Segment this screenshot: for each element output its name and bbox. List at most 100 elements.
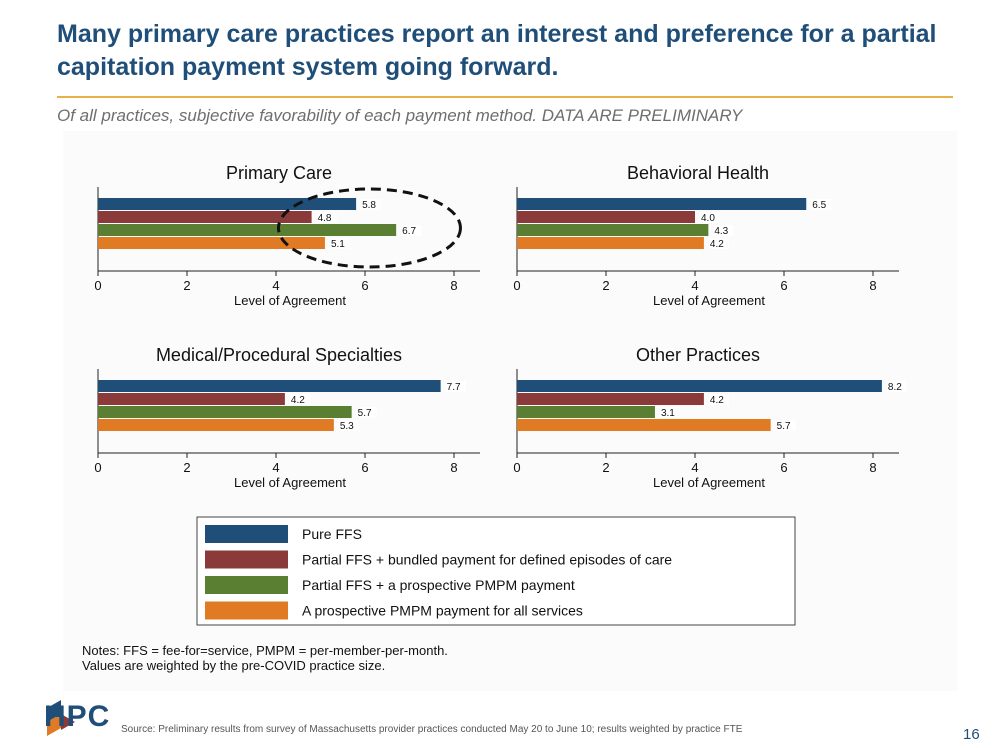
data-label-bg [361, 199, 382, 210]
slide-subtitle: Of all practices, subjective favorabilit… [57, 106, 743, 125]
data-label: 5.7 [358, 408, 372, 419]
data-label-bg [886, 381, 907, 392]
legend-swatch [205, 576, 288, 594]
x-tick-label: 2 [602, 278, 609, 293]
legend-label: Pure FFS [302, 526, 362, 542]
data-label: 7.7 [447, 382, 461, 393]
legend-swatch [205, 550, 288, 569]
data-label: 3.1 [661, 408, 675, 419]
x-axis-label: Level of Agreement [653, 293, 765, 308]
data-label-bg [659, 407, 680, 418]
bar [517, 237, 704, 249]
legend-label: Partial FFS + a prospective PMPM payment [302, 577, 575, 593]
legend-box [196, 516, 796, 626]
data-label-bg [445, 381, 466, 392]
x-axis-label: Level of Agreement [234, 293, 346, 308]
data-label: 6.7 [402, 226, 416, 237]
data-label: 4.8 [318, 213, 332, 224]
data-label: 5.3 [340, 421, 354, 432]
data-label: 4.2 [710, 239, 724, 250]
legend-swatch [205, 601, 288, 620]
x-tick-label: 8 [869, 460, 876, 475]
bar [517, 406, 655, 418]
bar [98, 419, 334, 431]
x-tick-label: 0 [513, 460, 520, 475]
data-label: 5.8 [362, 200, 376, 211]
bar [517, 211, 695, 223]
panel-title: Medical/Procedural Specialties [156, 345, 402, 365]
legend-label: A prospective PMPM payment for all servi… [302, 603, 583, 619]
data-label-bg [338, 420, 359, 431]
data-label: 6.5 [812, 200, 826, 211]
x-tick-label: 6 [780, 278, 787, 293]
panel-other-practices: Other Practices 0 2 4 6 8 Level of Agreement 8.… [513, 345, 907, 490]
x-tick-label: 2 [602, 460, 609, 475]
panel-title: Other Practices [636, 345, 760, 365]
page-number: 16 [963, 726, 980, 743]
data-label-bg [329, 238, 350, 249]
x-tick-label: 0 [94, 460, 101, 475]
x-tick-label: 8 [450, 460, 457, 475]
bar [98, 380, 441, 392]
x-axis-label: Level of Agreement [653, 475, 765, 490]
notes: Notes: FFS = fee-for=service, PMPM = per… [82, 643, 448, 673]
panel-primary-care: Primary Care 0 2 4 6 8 Level of Agreement 5.8 4.… [94, 163, 480, 308]
data-label-bg [356, 407, 377, 418]
bar [98, 393, 285, 405]
x-axis-label: Level of Agreement [234, 475, 346, 490]
panel-behavioral-health: Behavioral Health 0 2 4 6 8 Level of Agreement… [513, 163, 899, 308]
bar [517, 380, 882, 392]
bar [98, 211, 312, 223]
x-tick-label: 4 [272, 460, 279, 475]
hpc-logo-text: HPC [44, 700, 111, 733]
x-tick-label: 0 [513, 278, 520, 293]
title-divider [57, 96, 953, 98]
bar [98, 198, 357, 210]
source-note: Source: Preliminary results from survey … [121, 724, 743, 735]
bar [98, 224, 397, 236]
bar [517, 198, 807, 210]
bar [98, 406, 352, 418]
hpc-logo-icon [47, 700, 75, 736]
x-tick-label: 6 [361, 278, 368, 293]
data-label: 4.0 [701, 213, 715, 224]
data-label: 4.3 [714, 226, 728, 237]
data-label-bg [708, 238, 729, 249]
data-label: 5.1 [331, 239, 345, 250]
notes-line-2: Values are weighted by the pre-COVID pra… [82, 658, 386, 673]
legend-label: Partial FFS + bundled payment for define… [302, 552, 672, 568]
x-tick-label: 8 [450, 278, 457, 293]
chart-svg: Primary Care 0 2 4 6 8 Level of Agreement 5.8 4.… [94, 163, 907, 626]
notes-line-1: Notes: FFS = fee-for=service, PMPM = per… [82, 643, 448, 658]
bar [517, 393, 704, 405]
bar [98, 237, 325, 249]
data-label-bg [401, 225, 422, 236]
x-tick-label: 4 [691, 460, 698, 475]
data-label-bg [775, 420, 796, 431]
x-tick-label: 0 [94, 278, 101, 293]
data-label-bg [811, 199, 832, 210]
data-label: 4.2 [291, 395, 305, 406]
panel-medical-procedural-specialties: Medical/Procedural Specialties 0 2 4 6 8 Level… [94, 345, 480, 490]
legend: Pure FFS Partial FFS + bundled payment fo… [196, 516, 796, 626]
chart-figure: Primary Care 0 2 4 6 8 Level of Agreement 5.8 4.… [63, 131, 957, 691]
x-tick-label: 6 [780, 460, 787, 475]
panel-title: Behavioral Health [627, 163, 769, 183]
x-tick-label: 8 [869, 278, 876, 293]
data-label-bg [708, 394, 729, 405]
data-label-bg [289, 394, 310, 405]
data-label: 8.2 [888, 382, 902, 393]
data-label-bg [700, 212, 720, 223]
data-label-bg [713, 225, 734, 236]
slide-title: Many primary care practices report an in… [57, 20, 937, 81]
panel-title: Primary Care [226, 163, 332, 183]
x-tick-label: 4 [691, 278, 698, 293]
bar [517, 419, 771, 431]
x-tick-label: 6 [361, 460, 368, 475]
data-label: 4.2 [710, 395, 724, 406]
x-tick-label: 2 [183, 460, 190, 475]
highlight-ellipse [276, 187, 462, 269]
legend-swatch [205, 525, 288, 543]
x-tick-label: 4 [272, 278, 279, 293]
data-label: 5.7 [777, 421, 791, 432]
